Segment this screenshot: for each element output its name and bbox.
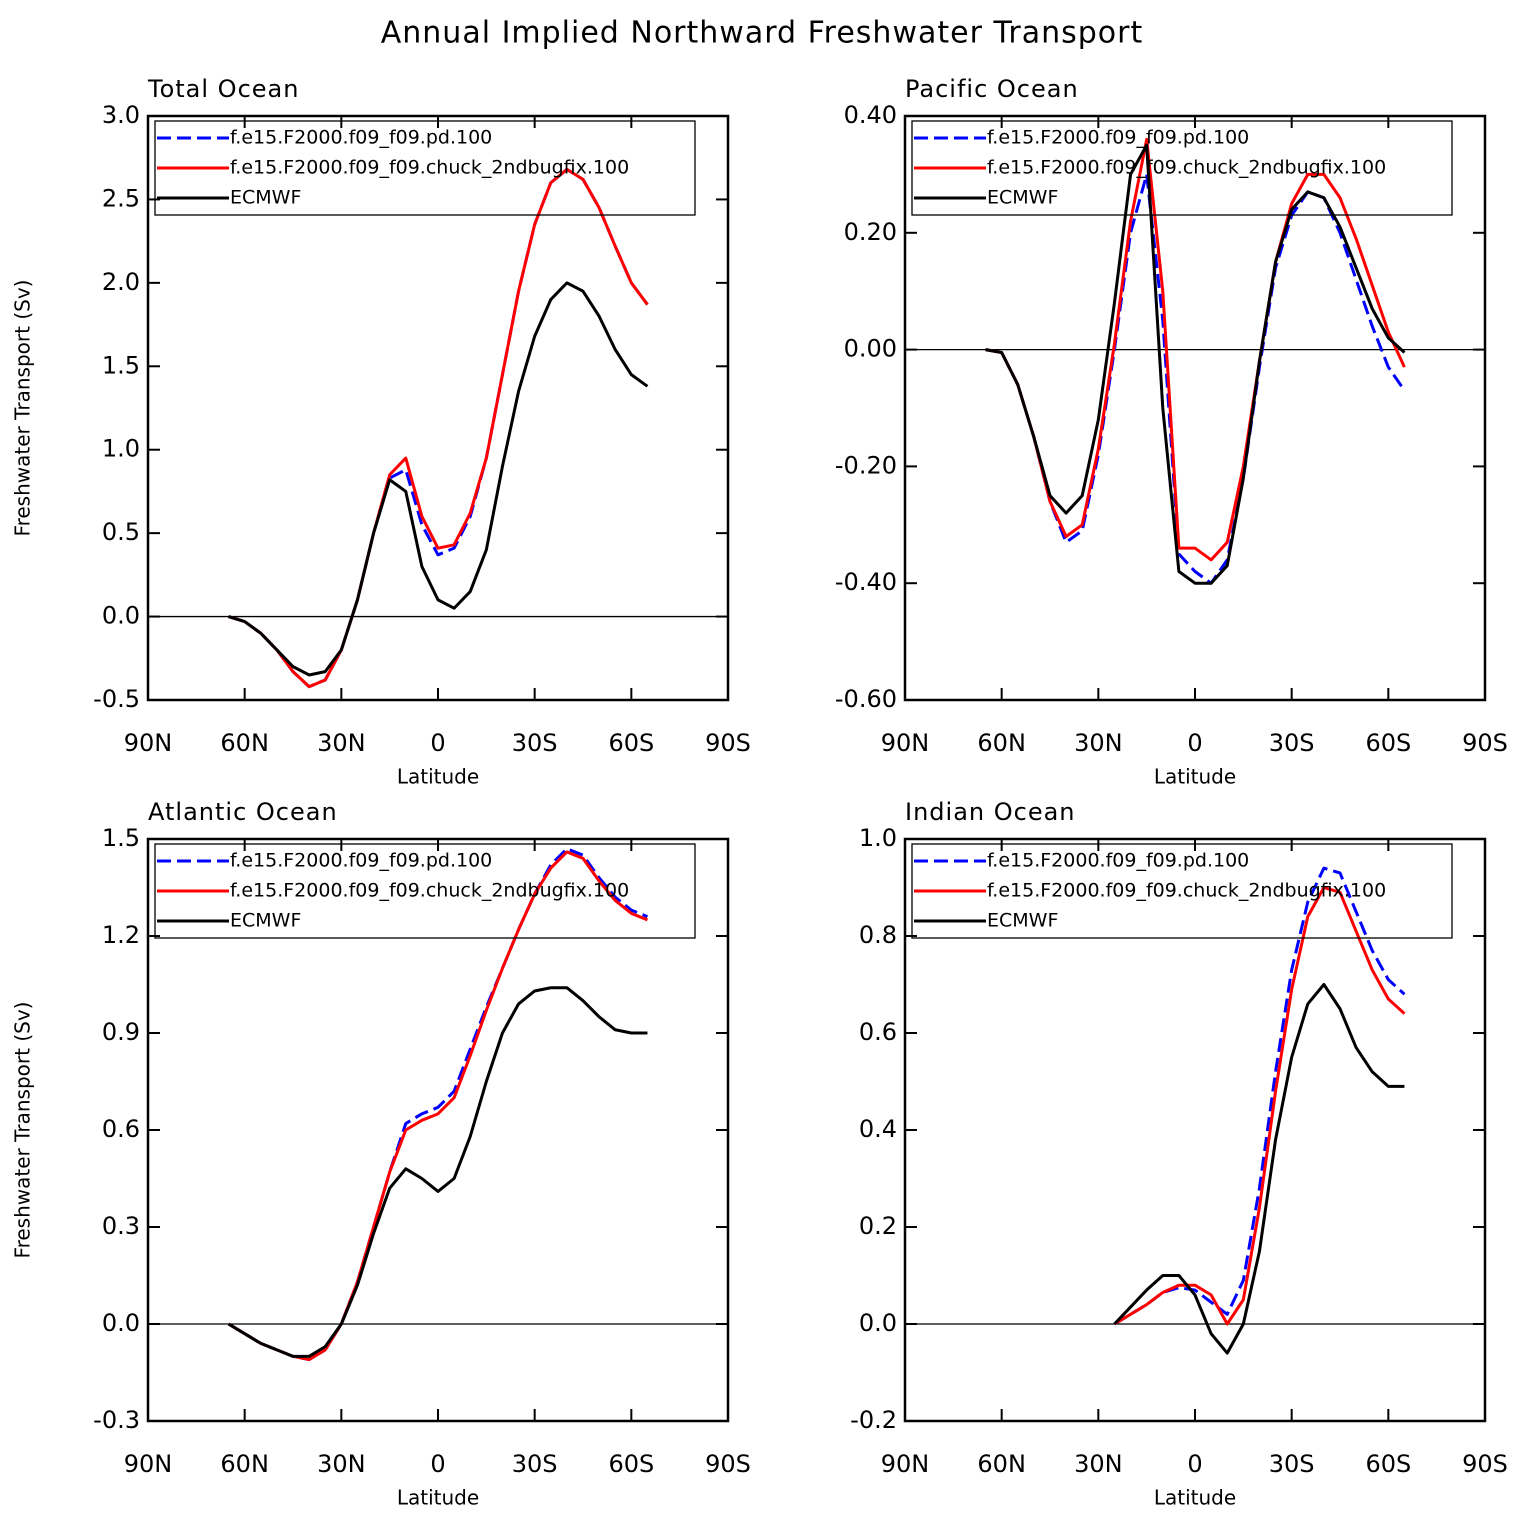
x-tick-label: 90N — [124, 1450, 173, 1478]
panel-title: Indian Ocean — [905, 798, 1076, 826]
y-tick-label: 0.20 — [844, 218, 897, 246]
x-tick-label: 90S — [705, 729, 751, 757]
legend-label: f.e15.F2000.f09_f09.pd.100 — [230, 850, 492, 872]
y-tick-label: 1.0 — [102, 435, 140, 463]
y-tick-label: 0.0 — [102, 602, 140, 630]
data-line — [985, 143, 1406, 585]
x-tick-label: 90S — [1462, 1450, 1508, 1478]
y-axis-label: Freshwater Transport (Sv) — [11, 1002, 35, 1259]
legend-label: ECMWF — [230, 910, 301, 932]
y-tick-label: 0.8 — [859, 921, 897, 949]
x-tick-label: 90N — [124, 729, 173, 757]
plot-frame — [903, 837, 1487, 1423]
panel-title: Total Ocean — [147, 75, 299, 103]
legend-label: f.e15.F2000.f09_f09.chuck_2ndbugfix.100 — [987, 157, 1386, 179]
legend-label: f.e15.F2000.f09_f09.pd.100 — [230, 127, 492, 149]
x-tick-label: 60S — [1365, 729, 1411, 757]
x-tick-label: 30N — [1074, 1450, 1123, 1478]
y-axis-label: Freshwater Transport (Sv) — [11, 280, 35, 537]
x-tick-label: 30S — [512, 1450, 558, 1478]
panel-title: Atlantic Ocean — [148, 798, 338, 826]
legend-label: f.e15.F2000.f09_f09.chuck_2ndbugfix.100 — [230, 880, 629, 902]
x-tick-label: 30S — [1269, 729, 1315, 757]
y-tick-label: -0.20 — [835, 451, 897, 479]
y-tick-label: 0.9 — [102, 1018, 140, 1046]
y-tick-label: 2.0 — [102, 268, 140, 296]
x-tick-label: 30N — [1074, 729, 1123, 757]
x-axis-label: Latitude — [1154, 1486, 1236, 1510]
y-tick-label: -0.5 — [93, 685, 140, 713]
x-tick-label: 0 — [430, 729, 445, 757]
x-tick-label: 60N — [977, 729, 1026, 757]
x-tick-label: 30S — [512, 729, 558, 757]
y-tick-label: 0.5 — [102, 518, 140, 546]
data-line — [228, 167, 649, 689]
legend-box — [911, 843, 1453, 939]
data-line — [227, 847, 648, 1362]
y-tick-label: 2.5 — [102, 184, 140, 212]
y-tick-label: 0.40 — [844, 101, 897, 129]
x-tick-label: 60N — [977, 1450, 1026, 1478]
data-line — [228, 167, 649, 689]
y-tick-label: 1.5 — [102, 351, 140, 379]
x-tick-label: 90N — [881, 729, 930, 757]
legend-label: f.e15.F2000.f09_f09.chuck_2ndbugfix.100 — [230, 157, 629, 179]
x-tick-label: 30N — [317, 1450, 366, 1478]
y-tick-label: 0.2 — [859, 1212, 897, 1240]
y-tick-label: 0.6 — [102, 1115, 140, 1143]
plot-frame — [146, 837, 730, 1423]
y-tick-label: 0.0 — [859, 1309, 897, 1337]
y-tick-label: 1.0 — [859, 824, 897, 852]
y-tick-label: 0.0 — [102, 1309, 140, 1337]
x-axis-label: Latitude — [397, 1486, 479, 1510]
x-tick-label: 60S — [608, 1450, 654, 1478]
x-tick-label: 60N — [220, 1450, 269, 1478]
x-tick-label: 30S — [1269, 1450, 1315, 1478]
x-axis-label: Latitude — [397, 765, 479, 789]
panel-title: Pacific Ocean — [905, 75, 1079, 103]
y-tick-label: 0.6 — [859, 1018, 897, 1046]
data-line — [227, 986, 648, 1358]
data-line — [228, 281, 649, 677]
plot-frame — [146, 114, 730, 702]
x-tick-label: 90N — [881, 1450, 930, 1478]
data-line — [1113, 866, 1406, 1326]
y-tick-label: -0.2 — [850, 1406, 897, 1434]
x-tick-label: 60S — [608, 729, 654, 757]
legend-label: f.e15.F2000.f09_f09.chuck_2ndbugfix.100 — [987, 880, 1386, 902]
y-tick-label: -0.40 — [835, 568, 897, 596]
x-axis-label: Latitude — [1154, 765, 1236, 789]
data-line — [985, 137, 1406, 562]
x-tick-label: 0 — [1187, 1450, 1202, 1478]
x-tick-label: 60N — [220, 729, 269, 757]
legend-label: ECMWF — [230, 187, 301, 209]
x-tick-label: 90S — [705, 1450, 751, 1478]
y-tick-label: -0.60 — [835, 685, 897, 713]
legend-label: ECMWF — [987, 910, 1058, 932]
legend-label: f.e15.F2000.f09_f09.pd.100 — [987, 850, 1249, 872]
data-line — [1113, 886, 1406, 1326]
x-tick-label: 60S — [1365, 1450, 1411, 1478]
y-tick-label: 3.0 — [102, 101, 140, 129]
x-tick-label: 0 — [1187, 729, 1202, 757]
legend-box — [154, 843, 696, 939]
x-tick-label: 90S — [1462, 729, 1508, 757]
y-tick-label: 1.2 — [102, 921, 140, 949]
data-line — [1113, 983, 1405, 1355]
y-tick-label: 0.4 — [859, 1115, 897, 1143]
data-line — [985, 172, 1406, 585]
legend-box — [154, 120, 696, 216]
y-tick-label: 1.5 — [102, 824, 140, 852]
y-tick-label: 0.3 — [102, 1212, 140, 1240]
x-tick-label: 30N — [317, 729, 366, 757]
legend-box — [911, 120, 1453, 216]
plot-frame — [903, 114, 1487, 702]
y-tick-label: -0.3 — [93, 1406, 140, 1434]
legend-label: ECMWF — [987, 187, 1058, 209]
figure-title: Annual Implied Northward Freshwater Tran… — [381, 16, 1143, 51]
y-tick-label: 0.00 — [844, 335, 897, 363]
legend-label: f.e15.F2000.f09_f09.pd.100 — [987, 127, 1249, 149]
x-tick-label: 0 — [430, 1450, 445, 1478]
